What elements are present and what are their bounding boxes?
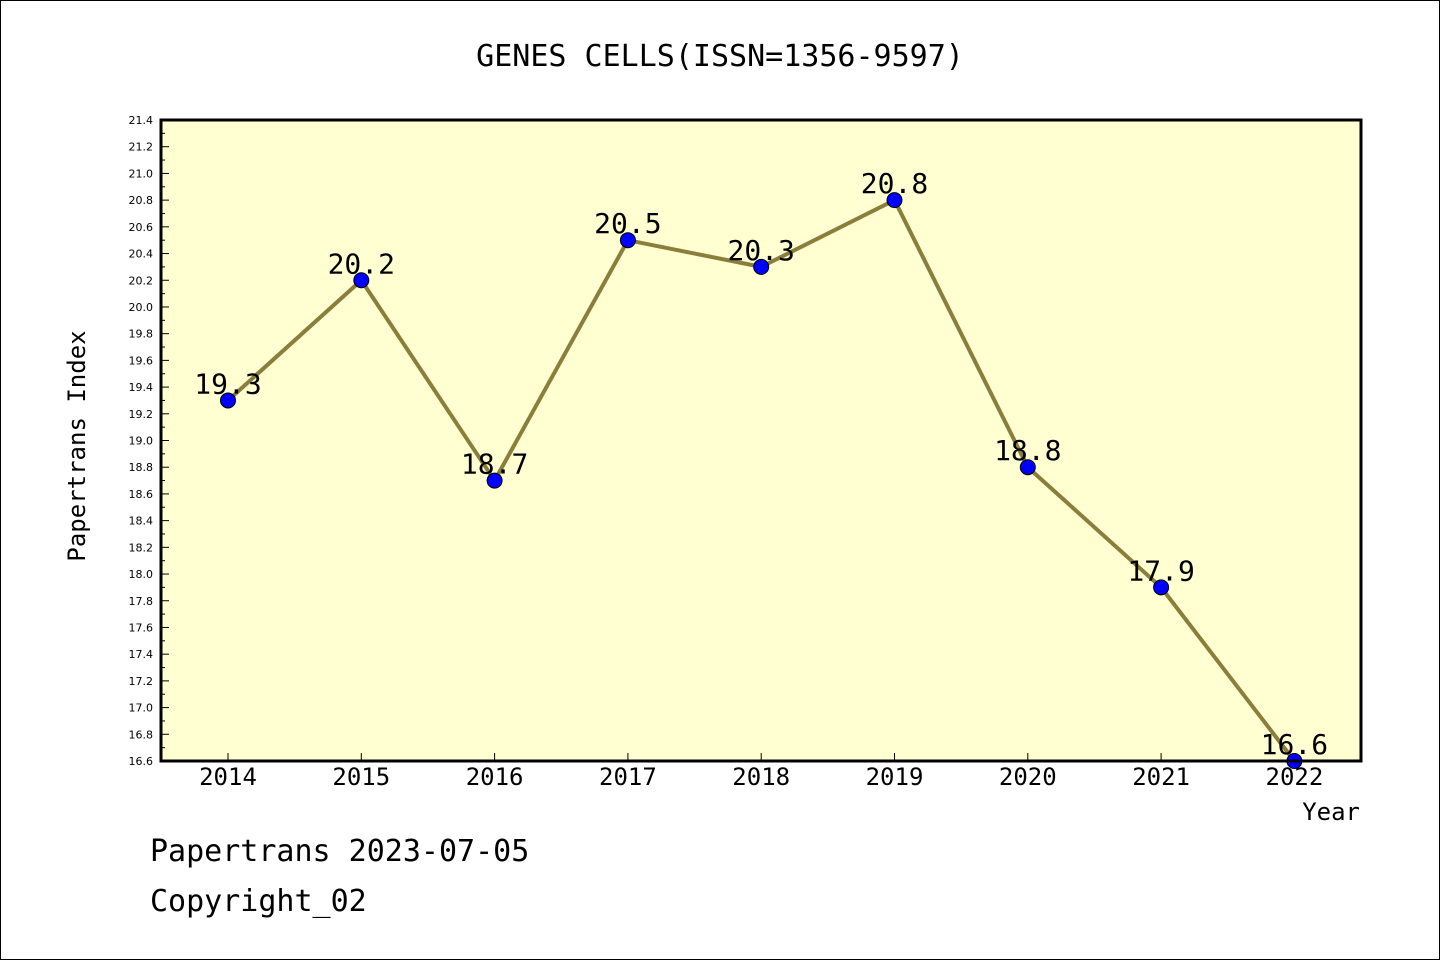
x-tick-label: 2014: [199, 763, 257, 791]
plot-area: [161, 120, 1361, 761]
data-label: 19.3: [194, 367, 261, 400]
y-tick-label: 18.8: [129, 461, 154, 474]
y-tick-label: 20.4: [129, 248, 154, 261]
y-tick-label: 18.2: [129, 541, 154, 554]
data-point: [486, 472, 503, 489]
y-tick-label: 17.6: [129, 621, 154, 634]
y-tick-label: 17.4: [129, 648, 154, 661]
y-tick-label: 21.0: [129, 167, 154, 180]
y-tick-label: 16.8: [129, 728, 154, 741]
data-point: [353, 272, 370, 289]
y-tick-label: 19.2: [129, 408, 154, 421]
y-tick-label: 19.6: [129, 354, 154, 367]
x-tick-label: 2018: [732, 763, 790, 791]
y-tick-label: 20.0: [129, 301, 154, 314]
footer-date: Papertrans 2023-07-05: [150, 834, 530, 869]
y-tick-label: 20.2: [129, 274, 154, 287]
x-axis-label: Year: [1302, 798, 1360, 826]
data-label: 20.8: [861, 167, 928, 200]
data-labels: 19.3 20.2 18.7 20.5 20.3 20.8 18.8 17.9 16.6: [194, 167, 1328, 761]
y-tick-label: 19.0: [129, 435, 154, 448]
y-tick-label: 17.8: [129, 595, 154, 608]
data-point: [220, 392, 236, 409]
data-label: 18.8: [994, 434, 1061, 467]
chart-title: GENES CELLS(ISSN=1356-9597): [476, 39, 964, 74]
y-tick-label: 16.6: [129, 755, 154, 768]
y-axis-label: Papertrans Index: [63, 330, 91, 561]
x-tick-label: 2017: [599, 763, 657, 791]
y-axis: 16.6 16.8 17.0 17.2 17.4 17.6 17.8 18.0 18.2 18.4…: [129, 114, 169, 768]
y-tick-label: 17.2: [129, 675, 154, 688]
data-label: 20.3: [727, 234, 794, 267]
x-tick-label: 2020: [999, 763, 1057, 791]
y-tick-label: 18.4: [129, 515, 154, 528]
data-point: [1153, 579, 1170, 596]
x-tick-label: 2016: [466, 763, 524, 791]
y-tick-label: 20.8: [129, 194, 154, 207]
data-label: 18.7: [461, 448, 528, 481]
y-tick-label: 21.4: [129, 114, 154, 127]
plot-border: [159, 118, 1363, 763]
data-point: [1019, 459, 1036, 476]
data-label: 17.9: [1127, 554, 1194, 587]
x-tick-label: 2021: [1132, 763, 1190, 791]
data-point: [619, 232, 636, 249]
y-tick-label: 19.4: [129, 381, 154, 394]
x-tick-label: 2019: [866, 763, 924, 791]
y-tick-label: 17.0: [129, 702, 154, 715]
series-markers: [220, 192, 1303, 769]
data-label: 20.5: [594, 207, 661, 240]
y-tick-label: 21.2: [129, 141, 154, 154]
data-label: 16.6: [1261, 728, 1328, 761]
data-point: [886, 192, 903, 209]
y-tick-label: 19.8: [129, 328, 154, 341]
data-label: 20.2: [328, 247, 395, 280]
x-tick-label: 2015: [332, 763, 390, 791]
data-point: [753, 258, 770, 275]
footer-copyright: Copyright_02: [150, 884, 367, 919]
y-tick-label: 18.0: [129, 568, 154, 581]
y-tick-label: 20.6: [129, 221, 154, 234]
y-tick-label: 18.6: [129, 488, 154, 501]
